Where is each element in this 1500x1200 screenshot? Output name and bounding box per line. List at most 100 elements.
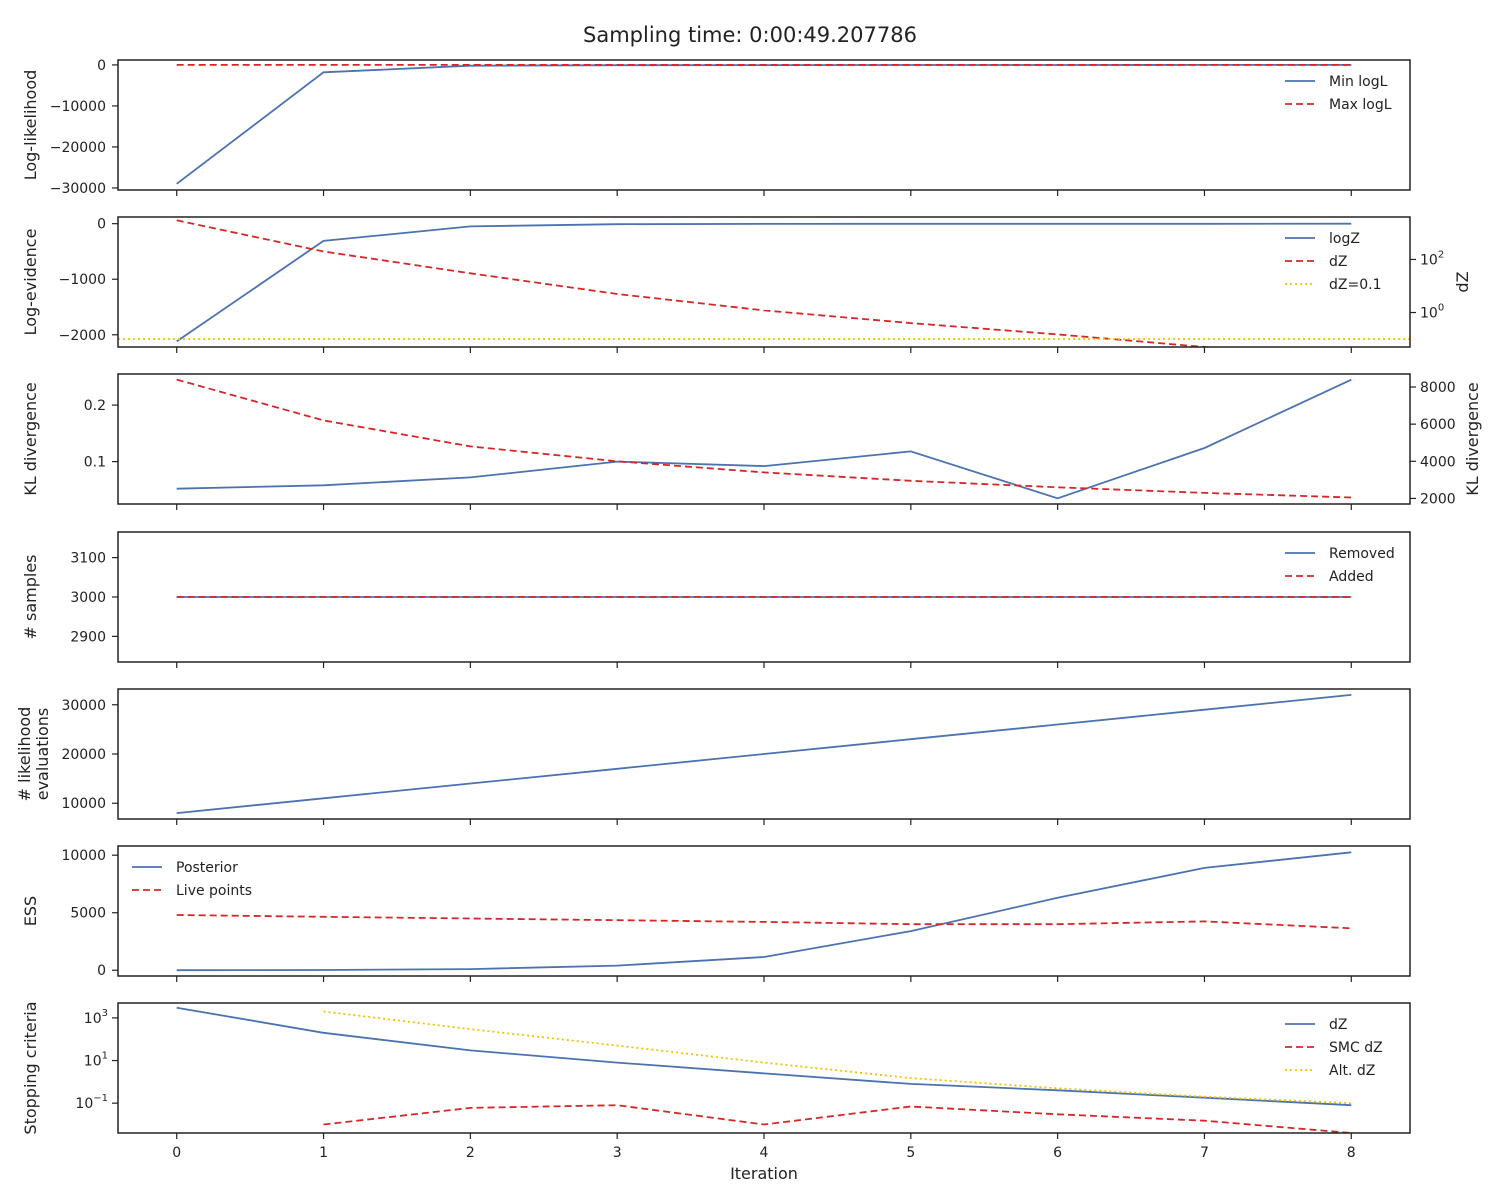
axes-frame [117,1002,1411,1134]
series-line-stop-0 [176,1006,1352,1107]
right-y-tick-base: 10 [1420,252,1438,268]
y-axis-label: Log-evidence [21,229,40,336]
axes-frame [117,531,1411,663]
right-y-tick-base: 10 [1420,306,1438,322]
series-line-loglik-0 [176,64,1352,185]
x-tick-label: 8 [1347,1145,1356,1161]
right-y-tick-label: 2000 [1420,491,1456,507]
axes-frame [117,59,1411,191]
x-tick-label: 6 [1053,1145,1062,1161]
y-tick-label: 101 [84,1051,108,1070]
y-tick-label: 2900 [70,629,106,645]
y-tick-base: 10 [84,1011,102,1027]
y-axis-label: # samples [21,555,40,640]
legend-label: logZ [1329,231,1360,247]
series-group [176,1006,1352,1133]
y-tick-label: −20000 [50,140,106,156]
y-tick-label: 30000 [61,698,106,714]
legend: logZ dZ dZ=0.1 [1285,231,1381,293]
y-axis-label: # likelihood [15,707,34,802]
y-tick-label: −1000 [59,272,106,288]
right-y-tick-label: 102 [1420,249,1444,268]
x-tick-label: 2 [466,1145,475,1161]
legend-label: Removed [1329,546,1395,562]
legend-label: Posterior [176,860,238,876]
series-group [118,219,1410,347]
series-line-logz-1 [176,219,1217,347]
legend-label: Added [1329,569,1374,585]
series-group [176,851,1352,972]
y-tick-label: 10000 [61,796,106,812]
y-tick-label: 20000 [61,747,106,763]
y-axis-label: Log-likelihood [21,70,40,181]
right-y-axis-label: dZ [1453,271,1472,292]
axes-frame [117,216,1411,348]
y-tick-label: 5000 [70,906,106,922]
y-tick-exponent: 3 [102,1008,108,1019]
y-tick-label: 0 [97,58,106,74]
panel-evals: 10000 20000 30000 # likelihood evaluations [15,688,1411,825]
legend: Removed Added [1285,546,1395,585]
y-tick-label: −2000 [59,328,106,344]
y-tick-label: 3100 [70,551,106,567]
x-tick-label: 7 [1200,1145,1209,1161]
y-tick-exponent: −1 [93,1093,108,1104]
legend: dZ SMC dZ Alt. dZ [1285,1017,1383,1079]
x-tick-label: 5 [906,1145,915,1161]
series-line-stop-2 [323,1010,1352,1105]
y-axis-label: KL divergence [21,382,40,495]
series-line-kl-1 [176,378,1352,499]
y-tick-label: 0 [97,217,106,233]
axes-frame [117,373,1411,505]
y-tick-base: 10 [75,1096,93,1112]
y-tick-label: −10000 [50,99,106,115]
y-axis-label: Stopping criteria [21,1001,40,1134]
y-tick-base: 10 [84,1054,102,1070]
panel-samples: 2900 3000 3100 # samples Removed Added [21,531,1411,668]
series-line-ess-0 [176,851,1352,972]
x-tick-label: 1 [319,1145,328,1161]
legend-label: Live points [176,883,252,899]
legend-label: dZ [1329,254,1347,270]
y-tick-label: 10000 [61,848,106,864]
x-axis-label: Iteration [730,1164,798,1183]
y-tick-exponent: 1 [102,1051,108,1062]
series-group [176,64,1352,185]
y-axis-label: evaluations [33,708,52,801]
right-y-axis-label: KL divergence [1463,382,1482,495]
x-tick-label: 4 [760,1145,769,1161]
legend-label: Min logL [1329,74,1388,90]
y-tick-label: 3000 [70,590,106,606]
legend: Posterior Live points [132,860,252,899]
series-line-stop-1 [323,1104,1352,1133]
panel-ess: 0 5000 10000 ESS Posterior Live points [21,845,1411,982]
series-line-evals-0 [176,694,1352,814]
axes-frame [117,845,1411,977]
right-y-tick-label: 8000 [1420,380,1456,396]
series-group [176,694,1352,814]
y-axis-label: ESS [21,896,40,926]
y-tick-label: −30000 [50,181,106,197]
y-tick-label: 0.1 [84,455,106,471]
y-tick-label: 0.2 [84,398,106,414]
y-tick-label: 0 [97,963,106,979]
legend-label: dZ [1329,1017,1347,1033]
axes-frame [117,688,1411,820]
y-tick-label: 10−1 [75,1093,108,1112]
panel-loglik: 0 −10000 −20000 −30000 Log-likelihood Min log… [21,58,1411,197]
legend-label: Alt. dZ [1329,1063,1375,1079]
legend-label: SMC dZ [1329,1040,1383,1056]
x-tick-label: 3 [613,1145,622,1161]
right-y-tick-exponent: 2 [1438,249,1444,260]
legend-label: dZ=0.1 [1329,277,1381,293]
right-y-tick-exponent: 0 [1438,303,1444,314]
figure-title: Sampling time: 0:00:49.207786 [583,23,917,47]
right-y-tick-label: 4000 [1420,454,1456,470]
series-group [176,378,1352,500]
panel-kl: 0.1 0.2 2000 4000 6000 8000 KL divergence KL di… [21,373,1482,510]
legend-label: Max logL [1329,97,1392,113]
series-line-logz-0 [176,222,1352,343]
